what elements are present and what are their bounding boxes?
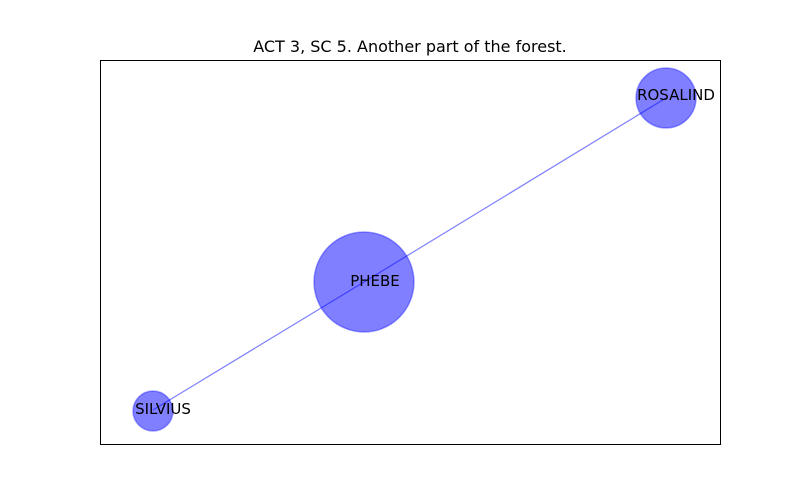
edge-rosalind-phebe [363,97,667,283]
node-phebe [313,231,415,333]
node-label-silvius: SILVIUS [135,400,191,418]
node-label-phebe: PHEBE [350,272,400,290]
node-silvius [132,390,174,432]
plot-frame [100,60,721,445]
node-rosalind [635,67,697,129]
chart-title: ACT 3, SC 5. Another part of the forest. [253,37,567,56]
labels-layer: PHEBE ROSALIND SILVIUS [135,86,715,418]
nodes-layer [132,67,697,432]
node-label-rosalind: ROSALIND [637,86,715,104]
edges-layer [152,97,667,411]
